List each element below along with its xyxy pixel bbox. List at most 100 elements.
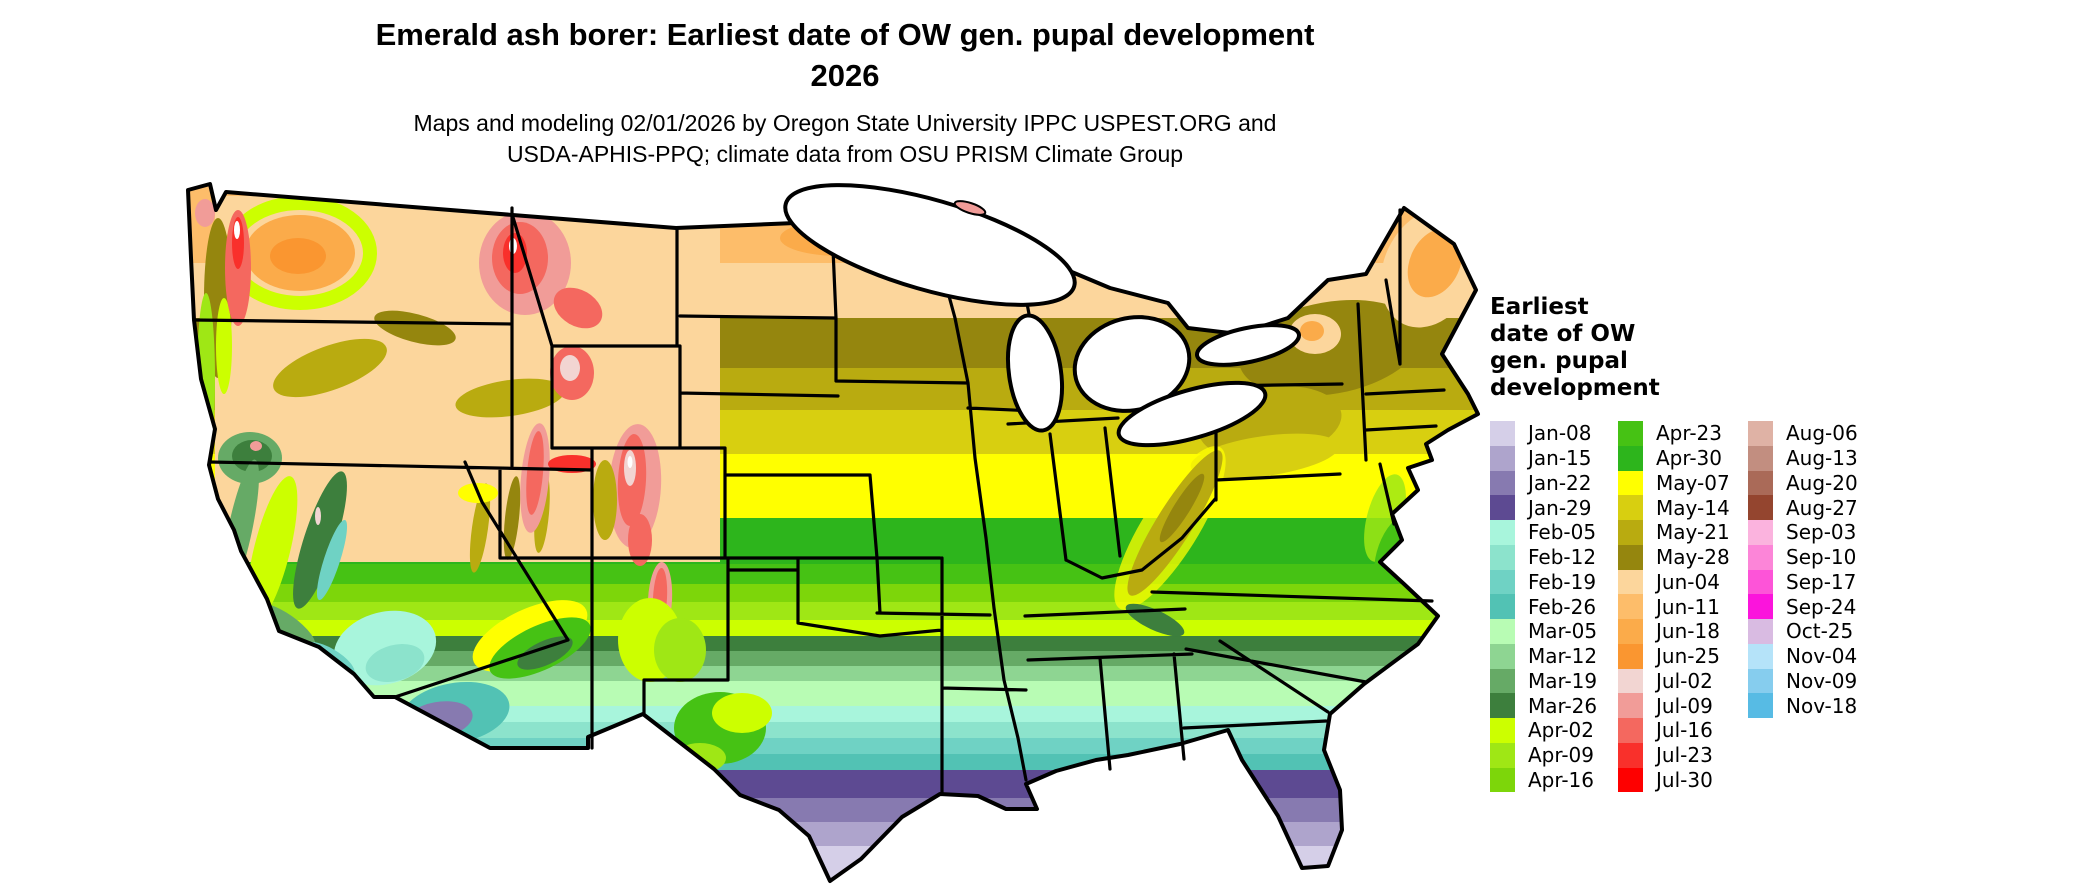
legend-color-swatch [1490, 445, 1515, 471]
lake-erie [1116, 380, 1268, 448]
legend-entry: May-14 [1618, 495, 1748, 520]
legend-date-label: Jul-30 [1656, 767, 1713, 792]
legend-date-label: Jun-25 [1656, 644, 1720, 669]
legend-color-swatch [1618, 767, 1643, 793]
legend-date-label: Sep-10 [1786, 545, 1857, 570]
date-band-Jan-15 [188, 822, 1478, 846]
legend-entry: Feb-05 [1490, 520, 1618, 545]
legend-entry: Jan-15 [1490, 445, 1618, 471]
date-band-Feb-05 [188, 706, 1478, 722]
legend-column-1: Jan-08 Jan-15 Jan-22 Jan-29 Feb-05 Feb-12 Feb-… [1490, 421, 1618, 793]
legend-date-label: Jul-09 [1656, 693, 1713, 718]
legend-date-label: Oct-25 [1786, 619, 1854, 644]
date-band-Feb-19 [188, 738, 1478, 754]
legend-entry: May-28 [1618, 544, 1748, 570]
legend-date-label: Jul-16 [1656, 718, 1713, 743]
lake-superior [783, 183, 1077, 307]
date-band-Feb-12 [188, 722, 1478, 738]
legend-color-swatch [1490, 643, 1515, 669]
legend-date-label: Feb-26 [1528, 594, 1597, 619]
legend-entry: Jan-08 [1490, 421, 1618, 446]
legend-color-swatch [1748, 668, 1773, 694]
legend-date-label: Feb-19 [1528, 569, 1597, 594]
legend-date-label: Jul-23 [1656, 743, 1713, 768]
legend-color-swatch [1618, 619, 1643, 644]
legend-color-swatch [1748, 569, 1773, 595]
legend-color-swatch [1490, 495, 1515, 520]
legend-color-swatch [1490, 693, 1515, 718]
legend-entry: Jun-18 [1618, 619, 1748, 644]
legend-date-label: Sep-03 [1786, 520, 1857, 545]
legend-color-swatch [1618, 668, 1643, 694]
legend-entry: Apr-02 [1490, 718, 1618, 743]
page-title: Emerald ash borer: Earliest date of OW g… [375, 17, 1315, 52]
legend-color-swatch [1618, 643, 1643, 669]
legend-entry: Aug-27 [1748, 495, 1888, 520]
legend-color-swatch [1748, 421, 1773, 446]
legend-date-label: Nov-09 [1786, 668, 1858, 693]
legend-date-label: Feb-12 [1528, 545, 1597, 570]
legend-color-swatch [1748, 495, 1773, 520]
legend-column-2: Apr-23 Apr-30 May-07 May-14 May-21 May-28 Jun-… [1618, 421, 1748, 793]
legend-color-swatch [1490, 520, 1515, 545]
subtitle-line-1: Maps and modeling 02/01/2026 by Oregon S… [413, 110, 1277, 136]
legend-date-label: Jun-18 [1656, 619, 1720, 644]
legend-color-swatch [1618, 445, 1643, 471]
map-svg [186, 182, 1480, 883]
legend-date-label: Aug-20 [1786, 470, 1858, 495]
legend-entry: Apr-09 [1490, 742, 1618, 768]
legend-date-label: Jun-11 [1656, 594, 1720, 619]
legend-date-label: Aug-27 [1786, 495, 1858, 520]
legend-entry: Jul-23 [1618, 742, 1748, 768]
legend-color-swatch [1490, 619, 1515, 644]
legend-color-swatch [1490, 470, 1515, 496]
legend-color-swatch [1748, 520, 1773, 545]
legend-color-swatch [1618, 569, 1643, 595]
legend-date-label: May-21 [1656, 520, 1730, 545]
legend-entry: Jun-25 [1618, 643, 1748, 669]
legend-entry: Nov-18 [1748, 693, 1888, 718]
subtitle-line-2: USDA-APHIS-PPQ; climate data from OSU PR… [506, 141, 1184, 167]
legend-color-swatch [1748, 619, 1773, 644]
legend-color-swatch [1748, 594, 1773, 619]
legend-entry: Nov-09 [1748, 668, 1888, 694]
legend-color-swatch [1490, 544, 1515, 570]
legend-entry: Sep-10 [1748, 544, 1888, 570]
legend-date-label: Jul-02 [1656, 668, 1713, 693]
legend-entry: Jul-09 [1618, 693, 1748, 718]
legend-entry: Apr-16 [1490, 767, 1618, 793]
legend-date-label: Mar-19 [1528, 668, 1598, 693]
western-terrain-patches [195, 196, 772, 773]
legend-entry: Jan-29 [1490, 495, 1618, 520]
legend-color-swatch [1490, 668, 1515, 694]
legend-entry: Oct-25 [1748, 619, 1888, 644]
legend-date-label: Jan-15 [1528, 446, 1592, 471]
legend-date-label: Apr-09 [1528, 743, 1594, 768]
isle-royale [953, 200, 987, 216]
legend-date-label: May-07 [1656, 470, 1730, 495]
legend-title: Earliest date of OW gen. pupal developme… [1490, 294, 1660, 401]
state-borders [192, 206, 1446, 796]
legend-color-swatch [1618, 520, 1643, 545]
date-band-Jan-22 [188, 798, 1478, 822]
legend-color-swatch [1748, 693, 1773, 718]
legend-color-swatch [1490, 718, 1515, 743]
legend-date-label: Feb-05 [1528, 520, 1597, 545]
legend-entry: Jul-02 [1618, 668, 1748, 694]
legend-date-label: Mar-12 [1528, 644, 1598, 669]
legend-date-label: Apr-16 [1528, 767, 1594, 792]
legend-date-label: May-14 [1656, 495, 1730, 520]
legend-date-label: Mar-05 [1528, 619, 1598, 644]
great-lakes [783, 183, 1301, 448]
legend-date-label: Aug-06 [1786, 421, 1858, 446]
legend-entry: Sep-17 [1748, 569, 1888, 595]
legend-columns: Jan-08 Jan-15 Jan-22 Jan-29 Feb-05 Feb-12 Feb-… [1490, 421, 1888, 793]
legend-entry: Mar-05 [1490, 619, 1618, 644]
date-band-Feb-26 [188, 754, 1478, 770]
legend-color-swatch [1618, 742, 1643, 768]
legend-color-swatch [1490, 742, 1515, 768]
legend-entry: Mar-26 [1490, 693, 1618, 718]
legend-color-swatch [1490, 767, 1515, 793]
legend-date-label: Nov-04 [1786, 644, 1858, 669]
legend-date-label: Jan-22 [1528, 470, 1592, 495]
